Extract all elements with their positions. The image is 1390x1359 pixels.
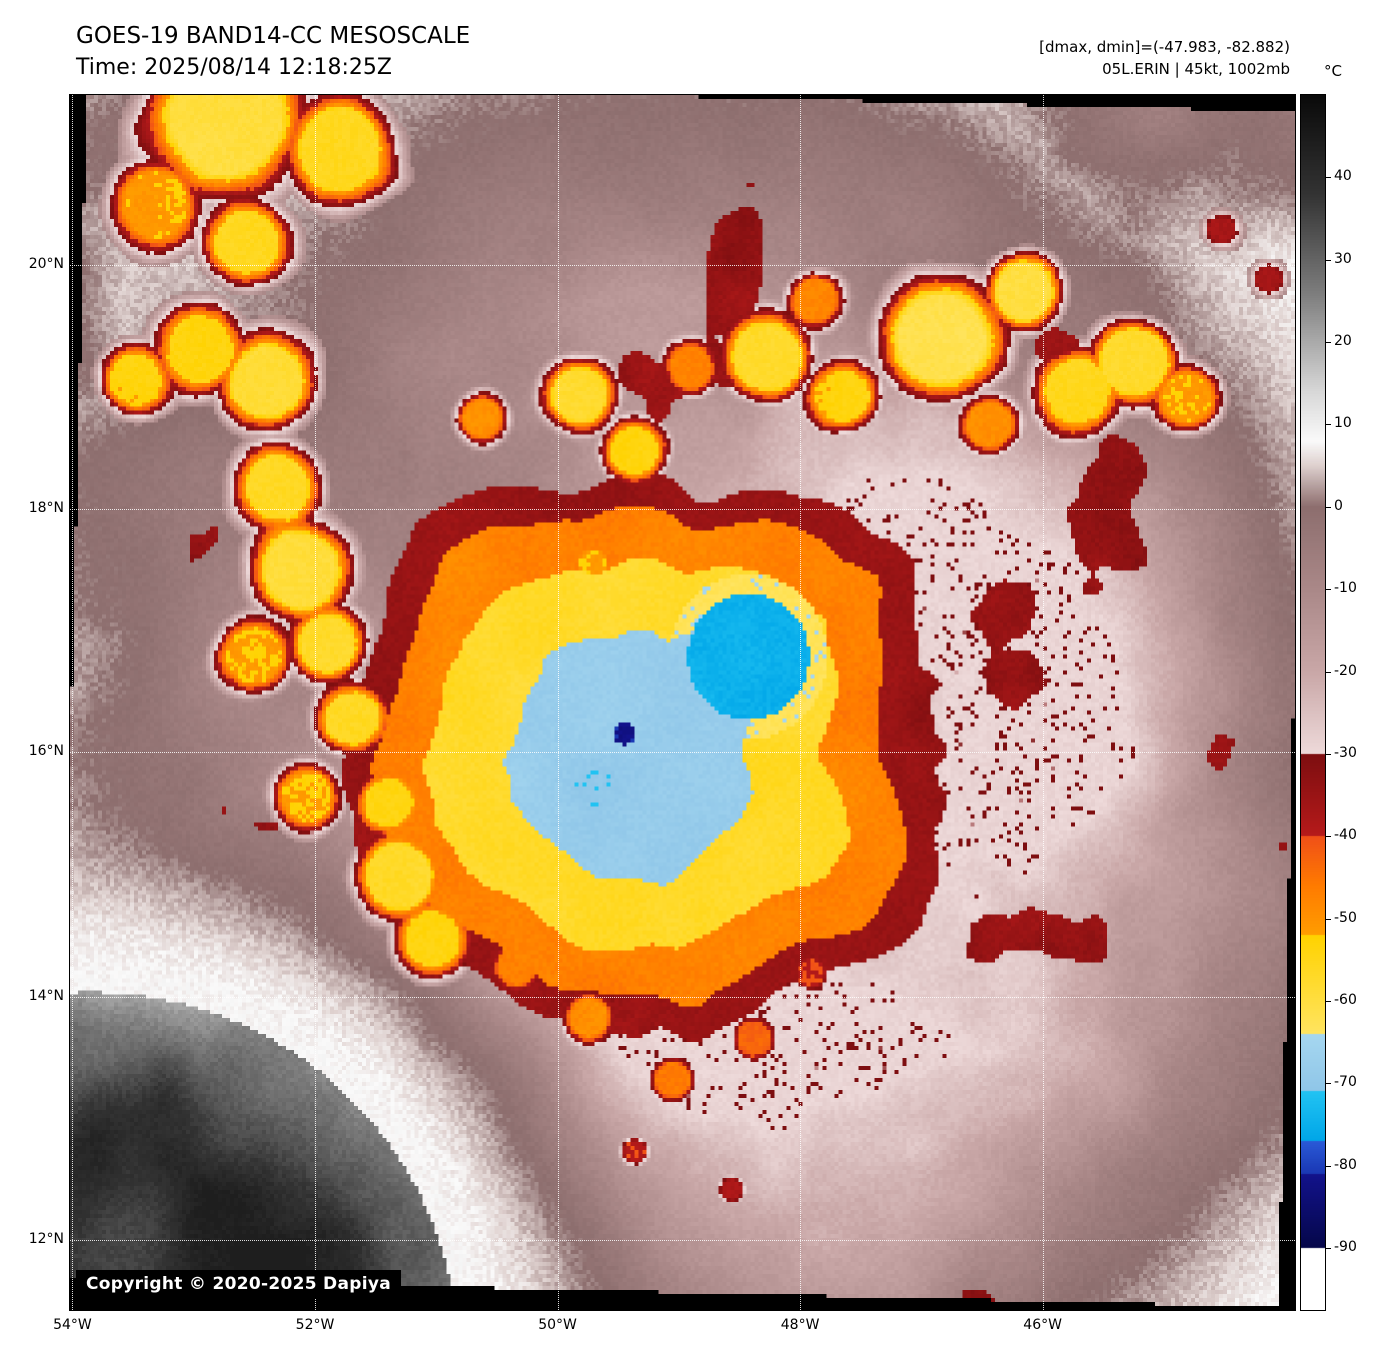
gridline-vertical	[800, 95, 802, 1310]
y-tick-label: 16°N	[28, 743, 64, 760]
gridline-vertical	[1042, 95, 1044, 1310]
colorbar-tick	[1326, 1165, 1331, 1167]
gridline-vertical	[557, 95, 559, 1310]
colorbar-tick	[1326, 177, 1331, 179]
colorbar-tick-label: 10	[1334, 415, 1352, 432]
satellite-map: Copyright © 2020-2025 Dapiya	[69, 94, 1296, 1311]
x-tick-label: 52°W	[295, 1317, 335, 1333]
colorbar-tick-label: -70	[1334, 1074, 1357, 1091]
y-tick-label: 20°N	[28, 256, 64, 273]
colorbar-tick-label: -40	[1334, 827, 1357, 844]
colorbar-tick	[1326, 753, 1331, 755]
gridline-horizontal	[70, 1239, 1295, 1241]
colorbar-tick	[1326, 342, 1331, 344]
x-tick-label: 54°W	[53, 1317, 92, 1333]
x-tick-label: 50°W	[538, 1317, 577, 1333]
colorbar-tick-label: 40	[1334, 168, 1352, 185]
colorbar-tick	[1326, 589, 1331, 591]
colorbar-tick	[1326, 671, 1331, 673]
gridline-horizontal	[70, 265, 1295, 267]
colorbar-tick-label: 20	[1334, 333, 1352, 350]
colorbar-tick	[1326, 918, 1331, 920]
colorbar-tick-label: -10	[1334, 580, 1357, 597]
colorbar-tick	[1326, 1001, 1331, 1003]
figure-title: GOES-19 BAND14-CC MESOSCALE	[76, 23, 471, 49]
colorbar-tick-label: -20	[1334, 662, 1357, 679]
y-tick-label: 14°N	[28, 987, 64, 1004]
colorbar-canvas	[1301, 95, 1325, 1310]
title-block: GOES-19 BAND14-CC MESOSCALE Time: 2025/0…	[76, 20, 470, 84]
colorbar-tick-label: -60	[1334, 992, 1357, 1009]
y-tick-label: 12°N	[28, 1230, 64, 1247]
grid-layer	[70, 95, 1295, 1310]
storm-annotation: 05L.ERIN | 45kt, 1002mb	[1102, 60, 1290, 78]
colorbar-tick	[1326, 836, 1331, 838]
colorbar-tick	[1326, 1083, 1331, 1085]
colorbar-tick-label: 30	[1334, 250, 1352, 267]
gridline-horizontal	[70, 996, 1295, 998]
dmax-dmin-annotation: [dmax, dmin]=(-47.983, -82.882)	[1039, 38, 1290, 56]
satellite-image-canvas	[70, 95, 1295, 1310]
gridline-vertical	[315, 95, 316, 1310]
copyright-badge: Copyright © 2020-2025 Dapiya	[76, 1270, 401, 1298]
colorbar-tick-label: 0	[1334, 497, 1343, 514]
colorbar-tick-label: -50	[1334, 909, 1357, 926]
colorbar-unit-label: °C	[1324, 62, 1342, 80]
colorbar-tick	[1326, 424, 1331, 426]
colorbar-tick-label: -90	[1334, 1239, 1357, 1256]
colorbar-tick	[1326, 1248, 1331, 1250]
colorbar-tick-label: -30	[1334, 744, 1357, 761]
gridline-horizontal	[70, 752, 1295, 754]
x-tick-label: 48°W	[780, 1317, 820, 1333]
x-tick-label: 46°W	[1023, 1317, 1062, 1333]
y-tick-label: 18°N	[28, 500, 64, 517]
timestamp: Time: 2025/08/14 12:18:25Z	[76, 55, 392, 80]
colorbar-tick	[1326, 259, 1331, 261]
colorbar-tick	[1326, 506, 1331, 508]
colorbar	[1300, 94, 1326, 1311]
gridline-horizontal	[70, 509, 1295, 511]
gridline-vertical	[72, 95, 74, 1310]
colorbar-tick-label: -80	[1334, 1156, 1357, 1173]
annotation-block: [dmax, dmin]=(-47.983, -82.882) 05L.ERIN…	[1039, 36, 1290, 80]
